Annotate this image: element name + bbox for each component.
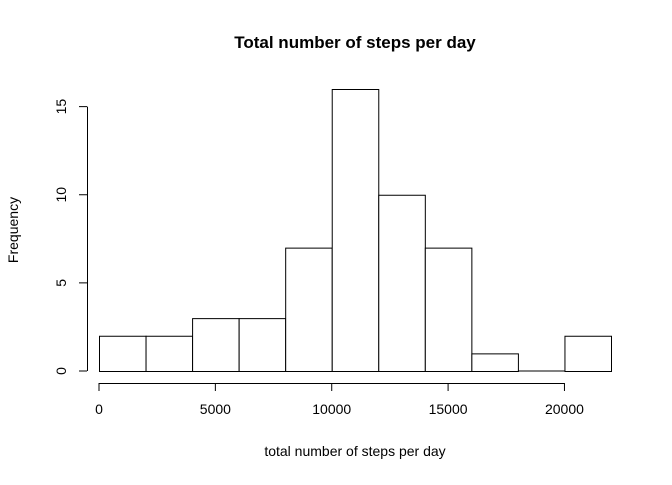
x-tick-label: 20000 — [545, 401, 584, 417]
y-axis: 0 5 10 15 — [53, 99, 88, 375]
x-axis: 0 5000 10000 15000 20000 — [95, 383, 584, 417]
bars-group — [99, 89, 612, 372]
y-tick-label: 15 — [53, 99, 69, 115]
histogram-bar — [331, 89, 380, 372]
y-tick-label: 5 — [53, 279, 69, 287]
histogram-bar — [471, 353, 519, 372]
histogram-bar — [238, 318, 287, 372]
x-tick-label: 5000 — [200, 401, 231, 417]
x-tick-label: 0 — [95, 401, 103, 417]
histogram-bar — [564, 335, 612, 372]
x-tick-label: 10000 — [312, 401, 351, 417]
chart-title: Total number of steps per day — [234, 33, 476, 52]
histogram-bar — [378, 194, 426, 372]
histogram-bar — [145, 335, 194, 372]
histogram-bar — [99, 335, 147, 372]
y-tick-label: 0 — [53, 367, 69, 375]
histogram-bar — [285, 247, 333, 372]
y-axis-label: Frequency — [5, 197, 21, 263]
x-axis-label: total number of steps per day — [264, 443, 445, 459]
y-tick-label: 10 — [53, 187, 69, 203]
x-tick-label: 15000 — [429, 401, 468, 417]
histogram-bar — [192, 318, 240, 372]
histogram-bar — [424, 247, 473, 372]
